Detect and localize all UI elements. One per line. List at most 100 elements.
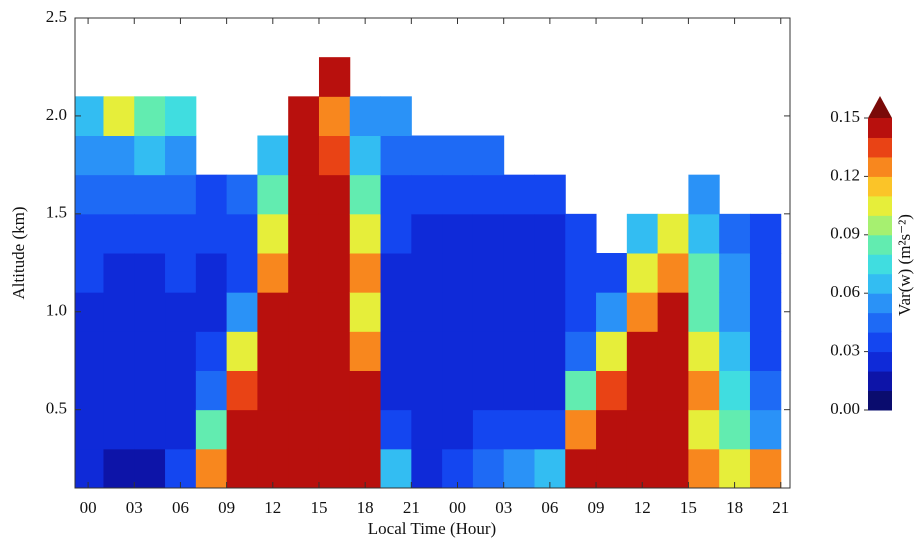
heatmap-cell <box>565 448 597 488</box>
heatmap-cell <box>257 213 289 254</box>
heatmap-cell <box>411 292 443 332</box>
heatmap-cell <box>596 292 628 332</box>
heatmap-cell <box>442 174 474 215</box>
heatmap-cell <box>165 213 197 254</box>
heatmap-cell <box>75 331 104 371</box>
heatmap-cell <box>503 448 535 488</box>
heatmap-cell <box>442 292 474 332</box>
heatmap-cell <box>565 253 597 293</box>
heatmap-cell <box>288 174 320 215</box>
colorbar-swatch <box>868 118 892 138</box>
heatmap-cell <box>626 213 659 254</box>
heatmap-cell <box>134 253 166 293</box>
heatmap-cell <box>349 292 382 332</box>
heatmap-cell <box>75 135 104 176</box>
heatmap-cell <box>626 253 659 293</box>
heatmap-cell <box>134 135 166 176</box>
heatmap-cell <box>349 213 382 254</box>
x-tick-label: 15 <box>310 498 327 517</box>
heatmap-cell <box>288 135 320 176</box>
heatmap-cell <box>472 253 505 293</box>
heatmap-cell <box>534 253 566 293</box>
heatmap-cell <box>472 174 505 215</box>
heatmap-cell <box>165 135 197 176</box>
colorbar-title: Var(w) (m²s⁻²) <box>895 214 914 316</box>
x-tick-label: 12 <box>264 498 281 517</box>
heatmap-cell <box>596 331 628 371</box>
heatmap-cell <box>257 253 289 293</box>
heatmap-cell <box>288 331 320 371</box>
colorbar-swatch <box>868 254 892 275</box>
heatmap-cell <box>688 174 720 215</box>
heatmap-cell <box>226 174 258 215</box>
heatmap-cell <box>103 96 135 136</box>
heatmap-cell <box>380 135 412 176</box>
heatmap-cell <box>411 409 443 450</box>
heatmap-cell <box>472 331 505 371</box>
heatmap-cell <box>195 331 228 371</box>
heatmap-cell <box>288 292 320 332</box>
heatmap-cell <box>165 370 197 411</box>
heatmap-cell <box>565 292 597 332</box>
heatmap-cell <box>380 409 412 450</box>
heatmap-cell <box>288 409 320 450</box>
heatmap-cell <box>318 174 351 215</box>
heatmap-cell <box>719 253 751 293</box>
heatmap-cell <box>380 96 412 136</box>
heatmap-cell <box>165 292 197 332</box>
heatmap-cell <box>349 253 382 293</box>
heatmap-cell <box>226 253 258 293</box>
heatmap-cell <box>719 213 751 254</box>
heatmap-cell <box>103 409 135 450</box>
colorbar-swatch <box>868 156 892 177</box>
colorbar-swatch <box>868 234 892 255</box>
heatmap-cell <box>103 135 135 176</box>
heatmap-cell <box>380 448 412 488</box>
heatmap-cell <box>318 253 351 293</box>
heatmap-cell <box>257 135 289 176</box>
heatmap-cell <box>472 448 505 488</box>
heatmap-cell <box>257 448 289 488</box>
heatmap-cell <box>380 174 412 215</box>
heatmap-cell <box>165 174 197 215</box>
heatmap-cell <box>411 448 443 488</box>
heatmap-cell <box>288 370 320 411</box>
heatmap-cell <box>195 448 228 488</box>
heatmap-cell <box>318 370 351 411</box>
heatmap-cell <box>380 292 412 332</box>
heatmap-cell <box>134 213 166 254</box>
colorbar-tick-label: 0.15 <box>830 107 860 126</box>
plot-frame <box>74 17 791 489</box>
heatmap-cell <box>257 331 289 371</box>
heatmap-cell <box>195 370 228 411</box>
heatmap-cell <box>442 448 474 488</box>
heatmap-cell <box>719 292 751 332</box>
heatmap-cell <box>75 253 104 293</box>
colorbar-swatch <box>868 371 892 392</box>
heatmap-cell <box>749 292 782 332</box>
heatmap-cell <box>657 448 689 488</box>
heatmap-cell <box>195 253 228 293</box>
heatmap-cell <box>134 292 166 332</box>
heatmap-cell <box>626 448 659 488</box>
heatmap-cell <box>534 213 566 254</box>
heatmap-cell <box>349 96 382 136</box>
heatmap-cell <box>442 409 474 450</box>
heatmap-cell <box>165 409 197 450</box>
heatmap-cell <box>688 213 720 254</box>
heatmap-cell <box>349 409 382 450</box>
heatmap-cell <box>472 135 505 176</box>
heatmap-cell <box>534 448 566 488</box>
heatmap-cell <box>442 331 474 371</box>
colorbar-swatch <box>868 215 892 236</box>
colorbar-swatch <box>868 312 892 333</box>
heatmap-cell <box>134 409 166 450</box>
heatmap-cell <box>318 57 351 97</box>
x-tick-label: 18 <box>357 498 374 517</box>
heatmap-cell <box>103 292 135 332</box>
heatmap-cell <box>411 253 443 293</box>
x-tick-label: 00 <box>80 498 97 517</box>
heatmap-cell <box>103 370 135 411</box>
heatmap-cell <box>318 409 351 450</box>
colorbar-swatch <box>868 176 892 197</box>
